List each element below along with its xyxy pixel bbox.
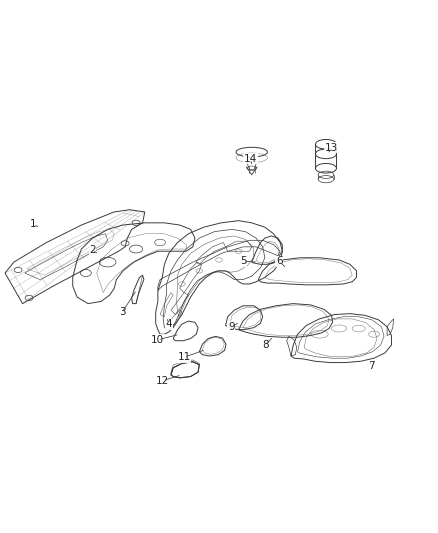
Text: 2: 2 [89,245,95,255]
Text: 3: 3 [119,308,125,317]
Text: 8: 8 [262,340,268,350]
Text: 11: 11 [177,352,191,362]
Text: 5: 5 [240,256,246,266]
Text: 14: 14 [244,154,257,164]
Text: 12: 12 [155,376,169,386]
Text: 9: 9 [228,322,234,332]
Text: 7: 7 [367,361,374,371]
Text: 6: 6 [276,256,283,266]
Text: 13: 13 [325,143,338,153]
Text: 4: 4 [166,319,172,329]
Text: 10: 10 [151,335,164,345]
Text: 1: 1 [30,219,37,229]
